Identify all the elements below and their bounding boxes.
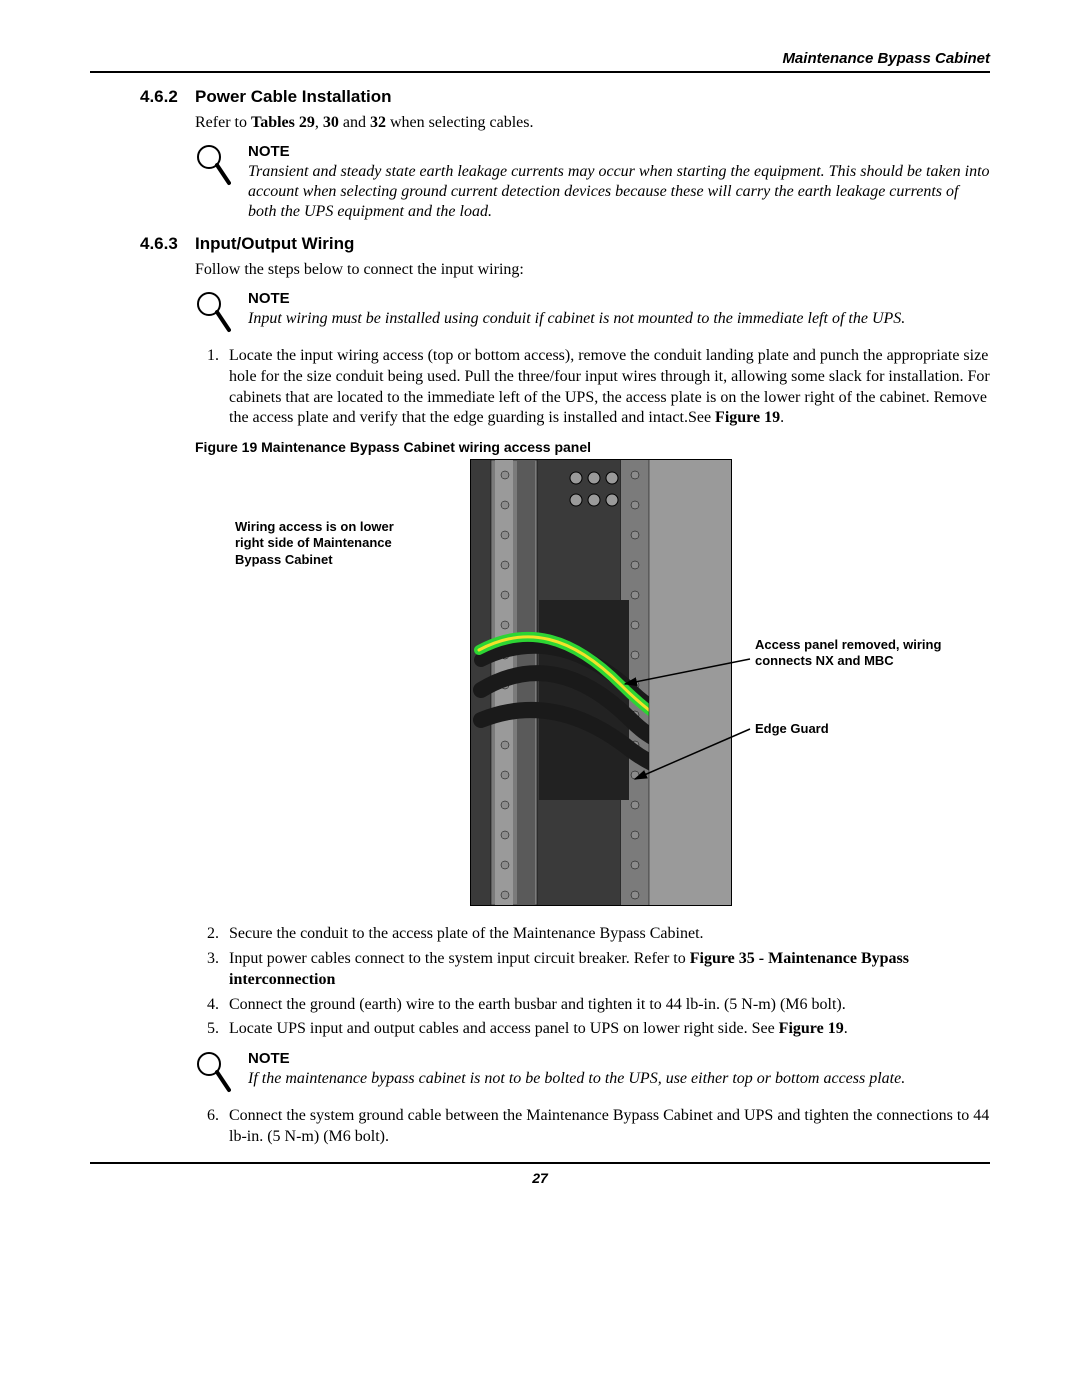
step-3: Input power cables connect to the system… bbox=[223, 949, 990, 991]
note-1-body: Transient and steady state earth leakage… bbox=[248, 162, 990, 222]
heading-462-title: Power Cable Installation bbox=[195, 87, 392, 106]
heading-463: 4.6.3Input/Output Wiring bbox=[140, 234, 990, 254]
magnifier-icon bbox=[195, 290, 240, 334]
note-3-body: If the maintenance bypass cabinet is not… bbox=[248, 1069, 990, 1089]
figure-19-caption: Figure 19 Maintenance Bypass Cabinet wir… bbox=[195, 439, 990, 455]
note-2-title: NOTE bbox=[248, 290, 990, 307]
magnifier-icon bbox=[195, 1050, 240, 1094]
note-1-title: NOTE bbox=[248, 143, 990, 160]
magnifier-icon bbox=[195, 143, 240, 187]
step-4: Connect the ground (earth) wire to the e… bbox=[223, 995, 990, 1016]
heading-463-num: 4.6.3 bbox=[140, 234, 195, 254]
note-3: NOTE If the maintenance bypass cabinet i… bbox=[90, 1050, 990, 1094]
page-number: 27 bbox=[90, 1170, 990, 1186]
figure-19-arrows bbox=[195, 459, 985, 914]
heading-462-num: 4.6.2 bbox=[140, 87, 195, 107]
bottom-rule bbox=[90, 1162, 990, 1164]
note-1: NOTE Transient and steady state earth le… bbox=[90, 143, 990, 222]
step-1: Locate the input wiring access (top or b… bbox=[223, 346, 990, 429]
note-2: NOTE Input wiring must be installed usin… bbox=[90, 290, 990, 334]
note-3-title: NOTE bbox=[248, 1050, 990, 1067]
step-5: Locate UPS input and output cables and a… bbox=[223, 1019, 990, 1040]
note-2-body: Input wiring must be installed using con… bbox=[248, 309, 990, 329]
p-462-1: Refer to Tables 29, 30 and 32 when selec… bbox=[195, 113, 990, 133]
step-6: Connect the system ground cable between … bbox=[223, 1106, 990, 1148]
heading-463-title: Input/Output Wiring bbox=[195, 234, 354, 253]
p-463-1: Follow the steps below to connect the in… bbox=[195, 260, 990, 280]
heading-462: 4.6.2Power Cable Installation bbox=[140, 87, 990, 107]
step-2: Secure the conduit to the access plate o… bbox=[223, 924, 990, 945]
figure-19: Wiring access is on lower right side of … bbox=[195, 459, 990, 914]
top-rule bbox=[90, 71, 990, 73]
running-header: Maintenance Bypass Cabinet bbox=[90, 50, 990, 67]
